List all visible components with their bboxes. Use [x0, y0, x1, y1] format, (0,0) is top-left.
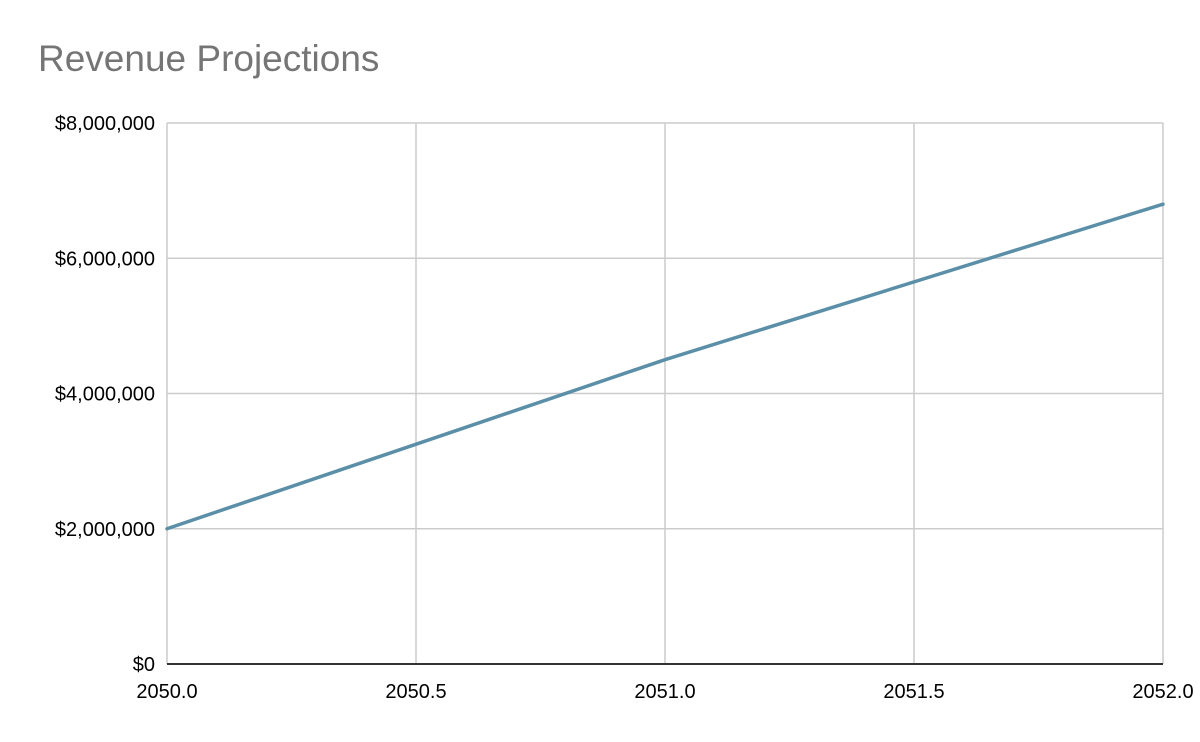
x-tick-label: 2050.0 — [136, 681, 197, 703]
y-tick-label: $2,000,000 — [55, 519, 155, 541]
chart-title: Revenue Projections — [38, 38, 380, 79]
y-tick-label: $8,000,000 — [55, 113, 155, 135]
x-tick-label: 2050.5 — [385, 681, 446, 703]
y-tick-label: $6,000,000 — [55, 248, 155, 270]
series-line — [165, 202, 1165, 531]
x-tick-label: 2051.0 — [634, 681, 695, 703]
y-tick-label: $4,000,000 — [55, 384, 155, 406]
y-tick-label: $0 — [133, 654, 155, 676]
x-tick-label: 2051.5 — [883, 681, 944, 703]
x-tick-label: 2052.0 — [1132, 681, 1193, 703]
